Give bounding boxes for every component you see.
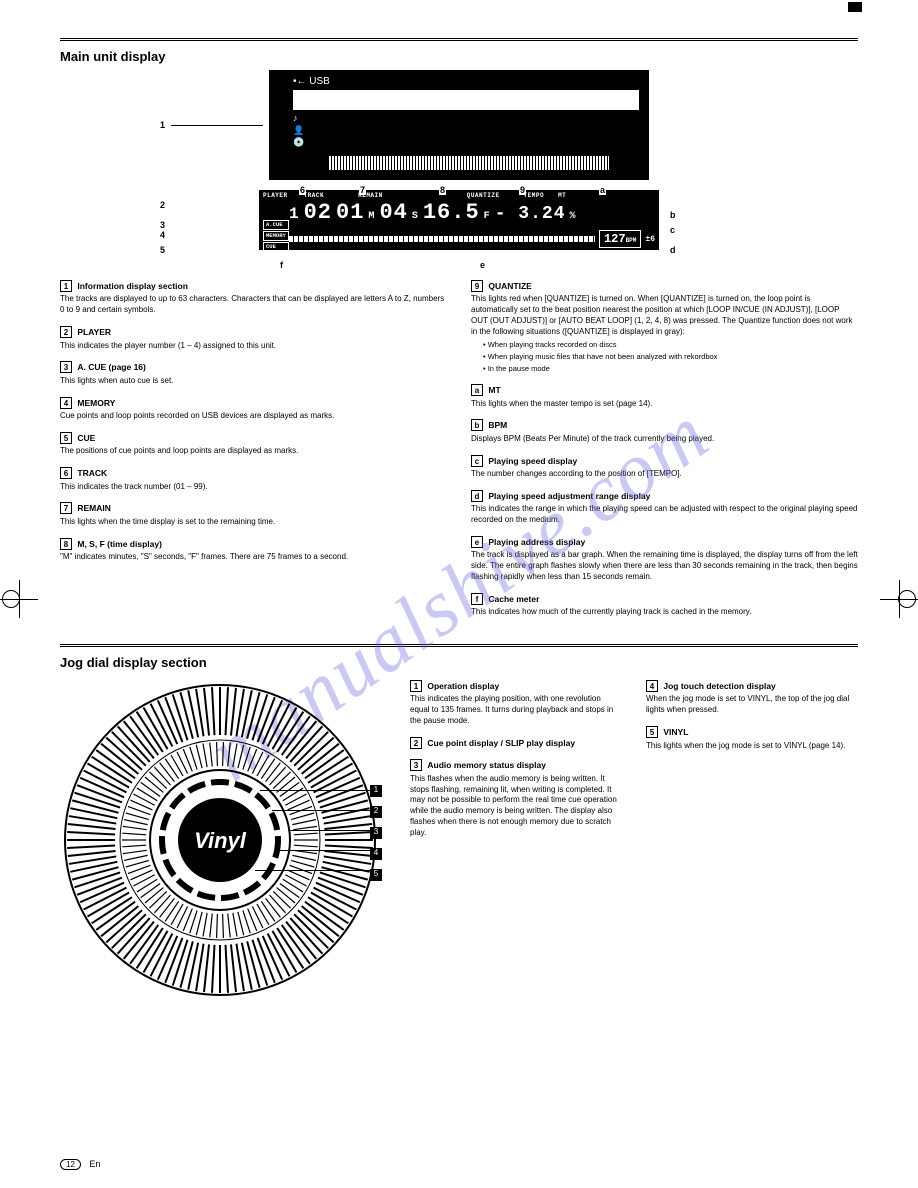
jog-svg: Vinyl [60,680,380,1000]
lcd-frame: 16.5 [423,200,480,225]
callout-8: 8 [439,185,446,195]
description-columns: 1 Information display sectionThe tracks … [60,280,858,628]
callout-b: b [669,210,677,220]
section-title-display: Main unit display [60,49,858,64]
col-left: 1 Information display sectionThe tracks … [60,280,447,628]
info-text-area [293,90,639,110]
lcd-min: 01 [336,200,364,225]
callout-5: 5 [159,245,166,255]
desc-item: d Playing speed adjustment range display… [471,490,858,526]
leader-1 [171,125,263,126]
rule-top [60,38,858,41]
usb-icon-label: •← USB [293,76,330,87]
callout-6: 6 [299,185,306,195]
jog-leader-5 [255,870,370,871]
jog-center-text: Vinyl [194,828,247,853]
callout-f: f [279,260,284,270]
lcd-player: 1 [289,205,300,223]
callout-7: 7 [359,185,366,195]
callout-2: 2 [159,200,166,210]
jog-leader-4 [278,850,370,851]
col-right: 9 QUANTIZEThis lights red when [QUANTIZE… [471,280,858,628]
callout-3: 3 [159,220,166,230]
desc-item: 1 Information display sectionThe tracks … [60,280,447,316]
lcd-tempo: - 3.24 [495,204,566,224]
lcd-range: ±6 [645,235,655,244]
lcd-bpm: 127BPM [599,230,641,248]
lcd-main-readout: 1 02 01M 04S 16.5F - 3.24% [289,200,655,225]
page-number: 12 [60,1159,81,1170]
desc-item: e Playing address displayThe track is di… [471,536,858,583]
desc-item: 2 Cue point display / SLIP play display [410,737,622,749]
desc-item: 5 CUEThe positions of cue points and loo… [60,432,447,457]
lcd-sec: 04 [379,200,407,225]
crop-mark-left [0,580,38,618]
desc-item: 1 Operation displayThis indicates the pl… [410,680,622,727]
page-footer: 12 En [60,1159,100,1170]
callout-4: 4 [159,230,166,240]
callout-1: 1 [159,120,166,130]
info-icons: ♪ 👤 💿 [293,112,304,148]
rule-mid [60,644,858,647]
jog-section: Vinyl 1 2 3 4 5 1 Operation displayThis … [60,680,858,1000]
crop-mark-tr [848,2,862,12]
jog-leader-1 [260,790,370,791]
jog-dial-diagram: Vinyl 1 2 3 4 5 [60,680,380,1000]
lcd-bottom-row: 127BPM ±6 [289,230,655,248]
lcd-track: 02 [304,200,332,225]
crop-mark-right [880,580,918,618]
desc-item: 4 MEMORYCue points and loop points recor… [60,397,447,422]
jog-leader-2 [272,810,370,811]
waveform-area [329,156,609,170]
callout-9: 9 [519,185,526,195]
desc-item: 7 REMAINThis lights when the time displa… [60,502,447,527]
desc-item: 8 M, S, F (time display)"M" indicates mi… [60,538,447,563]
section-title-jog: Jog dial display section [60,655,858,670]
desc-item: 9 QUANTIZEThis lights red when [QUANTIZE… [471,280,858,374]
desc-item: f Cache meterThis indicates how much of … [471,593,858,618]
lcd-side-labels: A.CUE MEMORY CUE [263,220,289,253]
desc-item: 3 Audio memory status displayThis flashe… [410,759,622,838]
callout-e: e [479,260,486,270]
jog-leader-3 [288,830,370,831]
desc-item: 2 PLAYERThis indicates the player number… [60,326,447,351]
desc-item: 3 A. CUE (page 16)This lights when auto … [60,361,447,386]
desc-item: c Playing speed displayThe number change… [471,455,858,480]
callout-a: a [599,185,606,195]
desc-item: b BPMDisplays BPM (Beats Per Minute) of … [471,419,858,444]
desc-item: 5 VINYLThis lights when the jog mode is … [646,726,858,751]
lcd-progress-bar [289,236,595,242]
desc-item: 4 Jog touch detection displayWhen the jo… [646,680,858,716]
callout-d: d [669,245,677,255]
callout-c: c [669,225,676,235]
upper-display-diagram: •← USB ♪ 👤 💿 [269,70,649,180]
desc-item: a MTThis lights when the master tempo is… [471,384,858,409]
page-lang: En [89,1159,100,1169]
desc-item: 6 TRACKThis indicates the track number (… [60,467,447,492]
jog-callouts: 1 2 3 4 5 [370,784,382,881]
lcd-diagram: PLAYER TRACK REMAIN QUANTIZE TEMPO MT A.… [259,190,659,250]
page: Main unit display •← USB ♪ 👤 💿 1 PLAYER … [0,0,918,1020]
